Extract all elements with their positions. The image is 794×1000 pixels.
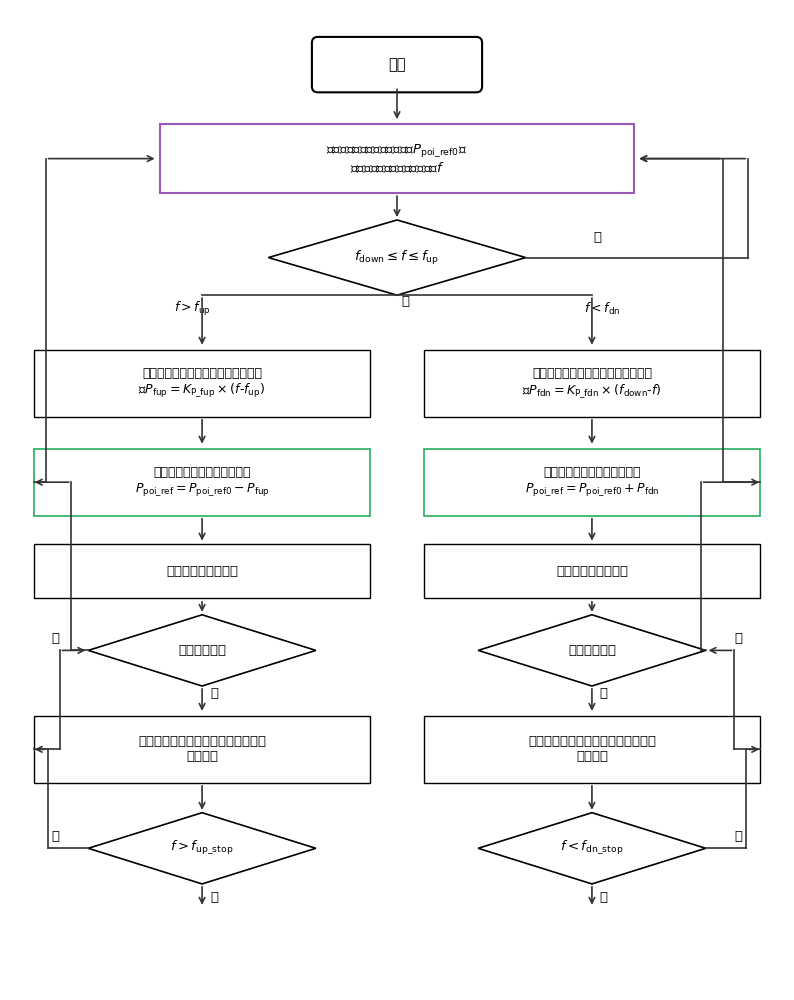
Bar <box>424 544 760 598</box>
Bar <box>34 544 370 598</box>
Text: $f_{\mathrm{down}}\leq f\leq f_{\mathrm{up}}$: $f_{\mathrm{down}}\leq f\leq f_{\mathrm{… <box>354 249 440 267</box>
Text: 否: 否 <box>599 891 607 904</box>
Text: 光伏电站初始有功功率参考值$P_{\mathrm{poi\_ref0}}$，
实时监测光伏电站并网点频率$f$: 光伏电站初始有功功率参考值$P_{\mathrm{poi\_ref0}}$， 实… <box>326 142 468 175</box>
Polygon shape <box>88 615 316 686</box>
Text: 否: 否 <box>210 687 218 700</box>
Text: 否: 否 <box>210 891 218 904</box>
Text: 是: 是 <box>734 830 742 843</box>
Text: 给定光伏电站有功功率参考值
$P_{\mathrm{poi\_ref}}=P_{\mathrm{poi\_ref0}}+P_{\mathrm{fdn}}$: 给定光伏电站有功功率参考值 $P_{\mathrm{poi\_ref}}=P_{… <box>525 466 659 498</box>
Text: 否: 否 <box>401 295 409 308</box>
Text: 是: 是 <box>734 632 742 645</box>
Bar <box>34 716 370 783</box>
Text: 计算光伏电站需要减少的有功功率，
即$P_{\mathrm{fup}}=K_{\mathrm{P\_fup}}\times(f\text{-}f_{\mathr: 计算光伏电站需要减少的有功功率， 即$P_{\mathrm{fup}}=K_{\… <box>138 367 266 400</box>
Text: 维持频率最高点的有功指令参考值，
监测频率: 维持频率最高点的有功指令参考值， 监测频率 <box>138 735 266 763</box>
Text: 开始: 开始 <box>388 57 406 72</box>
Bar <box>160 124 634 193</box>
Bar <box>424 449 760 516</box>
Polygon shape <box>478 813 706 884</box>
Bar <box>34 350 370 417</box>
Text: $f<f_{\mathrm{dn\_stop}}$: $f<f_{\mathrm{dn\_stop}}$ <box>561 839 624 857</box>
Text: 计算光伏电站需要增加的有功功率，
即$P_{\mathrm{fdn}}=K_{\mathrm{P\_fdn}}\times(f_{\mathrm{down}}\: 计算光伏电站需要增加的有功功率， 即$P_{\mathrm{fdn}}=K_{\… <box>522 367 661 400</box>
Text: 频率继续下跌: 频率继续下跌 <box>568 644 616 657</box>
Bar <box>34 449 370 516</box>
FancyBboxPatch shape <box>312 37 482 92</box>
Polygon shape <box>478 615 706 686</box>
Text: 频率继续上升: 频率继续上升 <box>178 644 226 657</box>
Polygon shape <box>268 220 526 295</box>
Bar <box>424 350 760 417</box>
Text: 给定光伏电站有功功率参考值
$P_{\mathrm{poi\_ref}}=P_{\mathrm{poi\_ref0}}-P_{\mathrm{fup}}$: 给定光伏电站有功功率参考值 $P_{\mathrm{poi\_ref}}=P_{… <box>135 466 269 498</box>
Text: 指令下发，监测频率: 指令下发，监测频率 <box>556 565 628 578</box>
Text: 是: 是 <box>594 231 602 244</box>
Bar <box>424 716 760 783</box>
Text: 指令下发，监测频率: 指令下发，监测频率 <box>166 565 238 578</box>
Text: $f<f_{\mathrm{dn}}$: $f<f_{\mathrm{dn}}$ <box>584 301 620 317</box>
Polygon shape <box>88 813 316 884</box>
Text: $f>f_{\mathrm{up\_stop}}$: $f>f_{\mathrm{up\_stop}}$ <box>170 839 233 857</box>
Text: 维持频率最低点的有功指令参考值，
监测频率: 维持频率最低点的有功指令参考值， 监测频率 <box>528 735 656 763</box>
Text: 是: 是 <box>52 632 60 645</box>
Text: 是: 是 <box>52 830 60 843</box>
Text: 否: 否 <box>599 687 607 700</box>
Text: $f>f_{\mathrm{up}}$: $f>f_{\mathrm{up}}$ <box>174 300 210 318</box>
